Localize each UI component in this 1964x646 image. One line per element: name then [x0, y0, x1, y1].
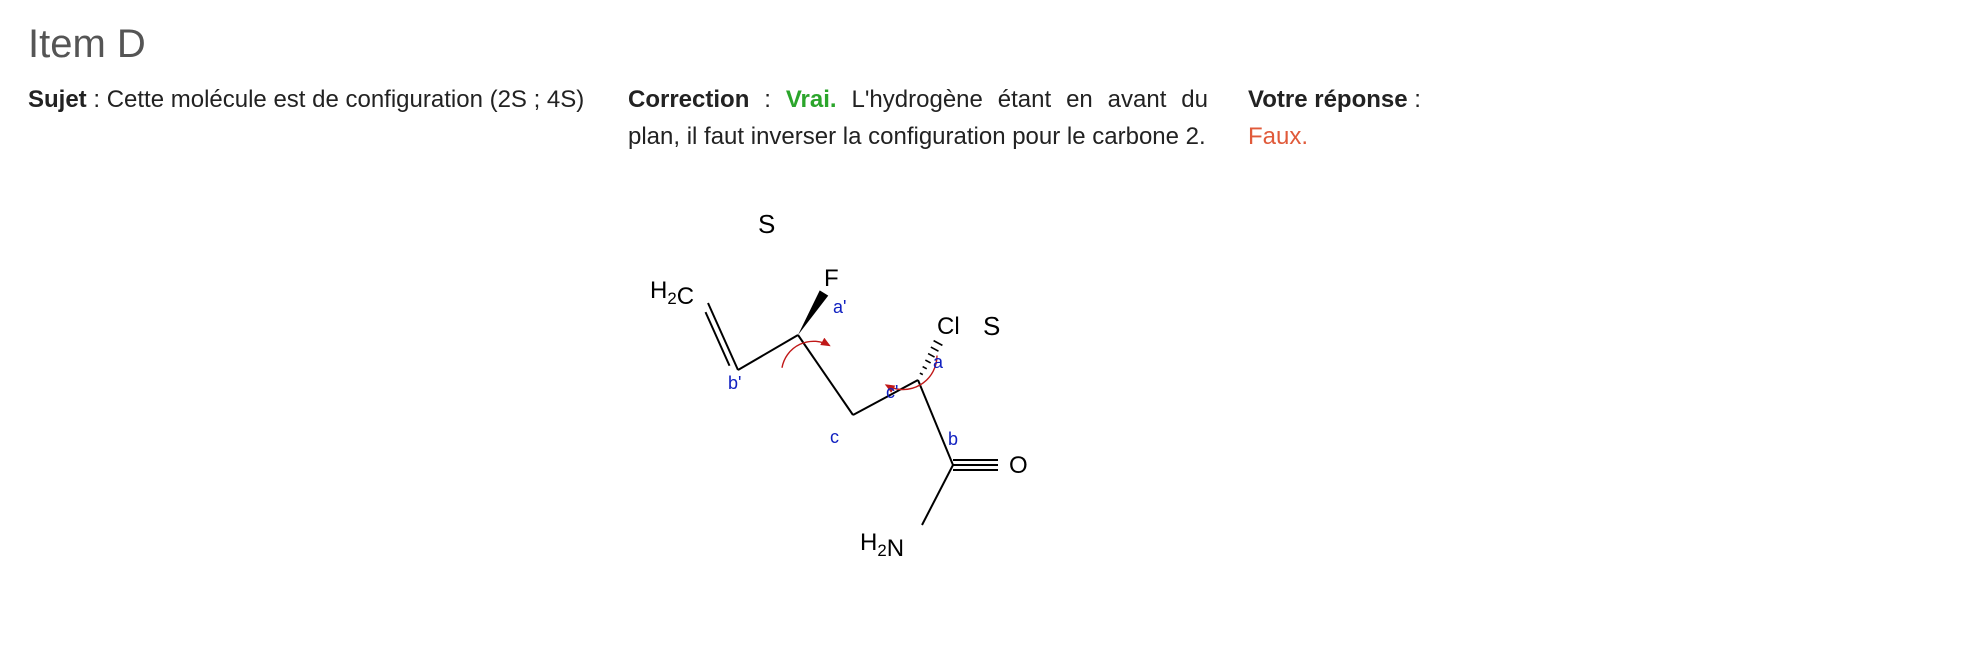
svg-text:a': a' — [833, 297, 846, 317]
molecule-diagram: H2C F Cl O H2N S Sa' b' c c' a b — [628, 185, 1048, 585]
correction-column: Correction : Vrai. L'hydrogène étant en … — [628, 81, 1208, 585]
correction-sep: : — [764, 86, 786, 113]
svg-text:H2N: H2N — [860, 529, 904, 562]
svg-text:F: F — [824, 265, 839, 292]
subject-text: : Cette molécule est de configuration (2… — [87, 86, 585, 113]
svg-text:b': b' — [728, 373, 741, 393]
correction-verdict: Vrai. — [786, 86, 837, 113]
molecule-diagram-container: H2C F Cl O H2N S Sa' b' c c' a b — [628, 185, 1208, 585]
svg-text:c: c — [830, 427, 839, 447]
svg-text:O: O — [1009, 452, 1028, 479]
answer-label: Votre réponse — [1248, 86, 1408, 113]
content-columns: Sujet : Cette molécule est de configurat… — [28, 81, 1936, 585]
answer-column: Votre réponse : Faux. — [1248, 81, 1458, 155]
subject-column: Sujet : Cette molécule est de configurat… — [28, 81, 588, 118]
svg-text:S: S — [983, 311, 1000, 341]
svg-text:c': c' — [886, 382, 898, 402]
svg-text:b: b — [948, 429, 958, 449]
correction-text-block: Correction : Vrai. L'hydrogène étant en … — [628, 81, 1208, 155]
answer-value: Faux. — [1248, 123, 1308, 150]
svg-text:Cl: Cl — [937, 313, 960, 340]
subject-label: Sujet — [28, 86, 87, 113]
correction-label: Correction — [628, 86, 749, 113]
item-block: Item D Sujet : Cette molécule est de con… — [0, 0, 1964, 625]
svg-text:H2C: H2C — [650, 277, 694, 310]
answer-sep: : — [1414, 86, 1421, 113]
item-title: Item D — [28, 22, 1936, 67]
svg-text:S: S — [758, 209, 775, 239]
svg-text:a: a — [933, 352, 944, 372]
